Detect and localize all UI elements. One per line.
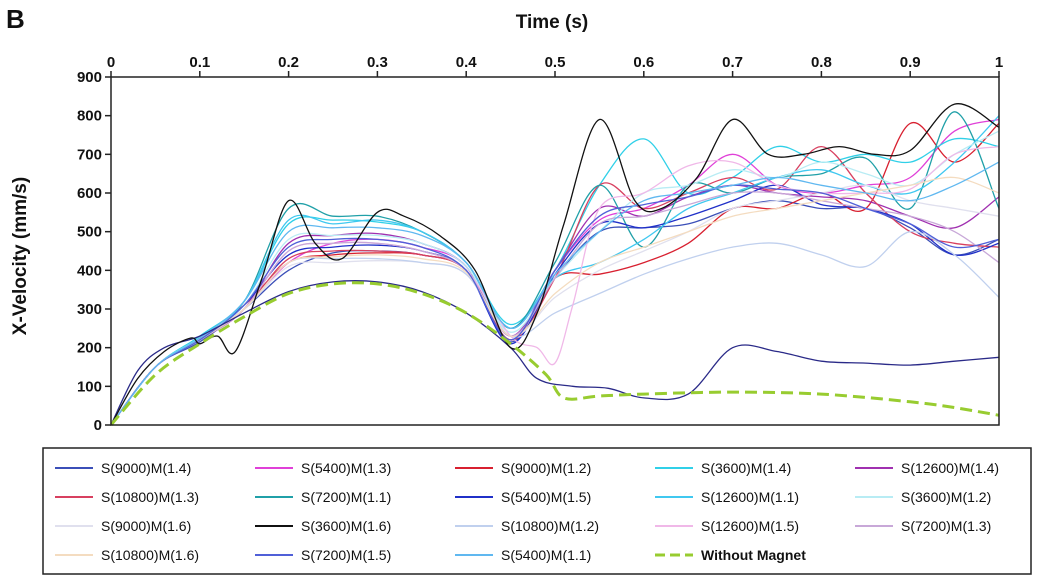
series-line-5	[110, 145, 1000, 426]
series-line-6	[110, 111, 1000, 426]
legend-label: S(10800)M(1.3)	[101, 489, 199, 505]
x-tick-label: 0.6	[633, 54, 654, 71]
legend-label: S(7200)M(1.1)	[301, 489, 391, 505]
series-line-1	[110, 118, 1000, 426]
legend-label: S(5400)M(1.1)	[501, 547, 591, 563]
legend-label: S(3600)M(1.6)	[301, 518, 391, 534]
x-tick-label: 0.8	[811, 54, 832, 71]
legend-label: Without Magnet	[701, 547, 806, 563]
y-tick-label: 0	[94, 417, 102, 434]
legend-label: S(12600)M(1.1)	[701, 489, 799, 505]
legend-label: S(10800)M(1.6)	[101, 547, 199, 563]
y-tick-label: 600	[77, 185, 102, 202]
series-line-13	[110, 145, 1000, 426]
plot-frame	[110, 76, 1000, 426]
x-tick-label: 1	[995, 54, 1003, 71]
tick-layer: 0 0.1 0.2 0.3 0.4 0.5 0.6 0.7 0.8 0.9 1 0 100 200 300 4…	[77, 54, 1003, 434]
x-tick-label: 0.4	[456, 54, 478, 71]
series-layer	[109, 103, 1000, 426]
legend-label: S(9000)M(1.4)	[101, 460, 191, 476]
legend-label: S(3600)M(1.2)	[901, 489, 991, 505]
x-tick-label: 0.2	[278, 54, 299, 71]
y-axis-title: X-Velocity (mm/s)	[10, 177, 31, 335]
y-tick-label: 200	[77, 340, 102, 357]
x-tick-label: 0.9	[900, 54, 921, 71]
y-tick-label: 800	[77, 108, 102, 125]
y-tick-label: 500	[77, 224, 102, 241]
series-line-3	[110, 137, 1000, 426]
series-line-11	[110, 103, 1000, 426]
legend-label: S(3600)M(1.4)	[701, 460, 791, 476]
y-tick-label: 900	[77, 69, 102, 86]
series-line-8	[110, 115, 1000, 426]
series-line-16	[110, 184, 1000, 426]
series-line-18	[109, 281, 1000, 426]
y-tick-label: 700	[77, 146, 102, 163]
x-tick-label: 0.1	[189, 54, 210, 71]
x-tick-label: 0	[107, 54, 115, 71]
x-axis-title: Time (s)	[516, 12, 589, 33]
legend-label: S(12600)M(1.4)	[901, 460, 999, 476]
legend-label: S(9000)M(1.2)	[501, 460, 591, 476]
series-line-12	[110, 231, 1000, 426]
legend: S(9000)M(1.4) S(5400)M(1.3) S(9000)M(1.2) S…	[55, 460, 999, 563]
legend-label: S(7200)M(1.3)	[901, 518, 991, 534]
x-tick-label: 0.7	[722, 54, 743, 71]
y-tick-label: 300	[77, 301, 102, 318]
legend-label: S(5400)M(1.5)	[501, 489, 591, 505]
series-line-19	[110, 280, 1000, 426]
x-tick-label: 0.5	[545, 54, 566, 71]
legend-label: S(7200)M(1.5)	[301, 547, 391, 563]
legend-label: S(9000)M(1.6)	[101, 518, 191, 534]
legend-label: S(5400)M(1.3)	[301, 460, 391, 476]
x-tick-label: 0.3	[367, 54, 388, 71]
y-tick-label: 100	[77, 378, 102, 395]
legend-label: S(10800)M(1.2)	[501, 518, 599, 534]
legend-label: S(12600)M(1.5)	[701, 518, 799, 534]
y-tick-label: 400	[77, 262, 102, 279]
panel-label: B	[6, 4, 25, 34]
